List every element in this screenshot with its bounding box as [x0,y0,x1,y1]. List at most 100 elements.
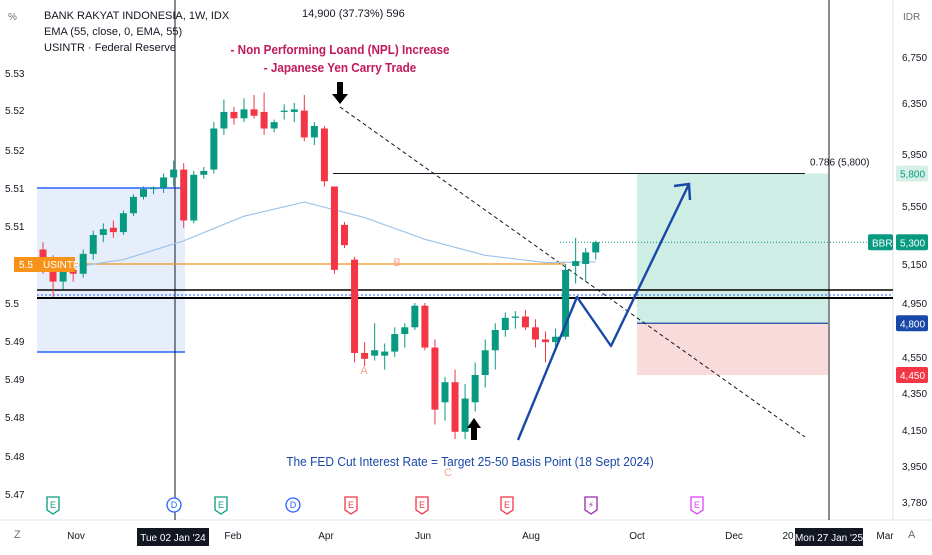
candle-body [411,305,419,328]
candle-body [471,375,479,403]
rate-tick-label: 5.5 [5,299,19,310]
candle-body [280,110,288,112]
rate-tick-label: 5.49 [5,375,25,386]
event-marker-letter: E [419,500,425,510]
candle-body [129,196,137,214]
zoom-icon[interactable]: Z [14,529,21,541]
projection-path [516,183,691,441]
rate-tick-label: 5.49 [5,337,25,348]
event-marker-letter: E [694,500,700,510]
time-tick-label: Oct [629,531,645,542]
candle-body [49,269,57,282]
event-marker-letter: ⚡ [588,500,594,510]
usintr-value-label: 5.5 [19,260,33,271]
candle-body [180,169,188,221]
candle-body [79,253,87,274]
candle-body [371,350,379,356]
rate-tick-label: 5.51 [5,222,25,233]
wave-label-c: C [444,467,452,479]
auto-scale-button[interactable]: A [908,529,916,541]
stop-zone [637,323,828,375]
symbol-title[interactable]: BANK RAKYAT INDONESIA, 1W, IDX [44,10,230,22]
rate-tick-label: 5.52 [5,146,25,157]
time-tick-label: Feb [224,531,242,542]
rate-tick-label: 5.48 [5,452,25,463]
left-axis-unit: % [8,12,17,23]
candle-body [552,336,560,343]
event-marker-letter: D [171,500,178,510]
right-axis-unit: IDR [903,12,921,23]
candle-body [572,261,580,266]
usintr-name-tag [40,257,75,272]
earnings-marker-icon [46,496,60,515]
price-tick-label: 6,750 [902,53,927,64]
candle-body [310,125,318,138]
chart-legend: BANK RAKYAT INDONESIA, 1W, IDX EMA (55, … [44,8,229,56]
time-tick-label: Dec [725,531,743,542]
rate-tick-label: 5.48 [5,413,25,424]
candle-body [351,259,359,353]
price-tick-label: 5,550 [902,202,927,213]
time-cursor-label: Mon 27 Jan '25 [795,533,864,544]
candle-body [200,170,208,175]
price-tag-label: 4,450 [900,371,925,382]
price-tag [896,234,928,251]
price-tag [896,165,928,182]
candle-body [341,224,348,246]
ema-legend[interactable]: EMA (55, close, 0, EMA, 55) [44,26,183,38]
candle-body [270,122,278,129]
price-tag-label: BBRI [872,238,895,249]
candle-body [290,109,298,112]
price-tag [896,315,928,332]
candle-body [89,235,97,254]
candle-body [59,267,67,282]
npl-annotation-line2: - Japanese Yen Carry Trade [264,60,417,75]
candle-body [260,111,268,129]
candle-body [501,317,509,330]
candle-body [39,249,47,263]
candle-body [431,347,439,410]
candle-body [250,109,258,116]
price-tick-label: 5,950 [902,150,927,161]
candle-body [451,382,459,432]
usintr-name-label: USINTR [43,260,80,271]
price-tag [896,367,928,383]
price-tick-label: 3,950 [902,462,927,473]
candle-body [230,111,238,119]
candle-body [521,316,529,328]
projection-arrowhead [673,182,692,201]
up-arrow-icon [467,418,481,440]
candle-body [220,111,228,129]
earnings-marker-icon [344,496,358,515]
price-tag [868,234,893,251]
rate-tick-label: 5.52 [5,106,25,117]
usintr-legend[interactable]: USINTR · Federal Reserve [44,42,177,54]
candle-body [109,227,117,233]
candle-body [140,189,147,197]
rate-tick-label: 5.51 [5,184,25,195]
target-zone [637,173,828,324]
candle-body [99,229,107,235]
event-marker-letter: D [290,500,297,510]
time-tick-label: Mar [876,531,894,542]
candle-body [190,174,198,221]
earnings-marker-icon [690,496,704,515]
candle-body [240,109,248,119]
time-cursor-tag [137,528,209,546]
price-tick-label: 4,550 [902,353,927,364]
price-tick-label: 4,950 [902,299,927,310]
candle-body [421,305,429,348]
dividend-marker-icon [166,497,182,513]
npl-annotation-line1: - Non Performing Loand (NPL) Increase [231,42,450,57]
split-marker-icon [584,496,598,515]
event-marker-letter: E [50,500,56,510]
earnings-marker-icon [415,496,429,515]
candle-body [461,398,469,432]
rate-tick-label: 5.47 [5,490,25,501]
price-tag-label: 4,800 [900,319,925,330]
candle-body [491,330,499,351]
price-tick-label: 3,780 [902,498,927,509]
candle-body [160,177,168,188]
